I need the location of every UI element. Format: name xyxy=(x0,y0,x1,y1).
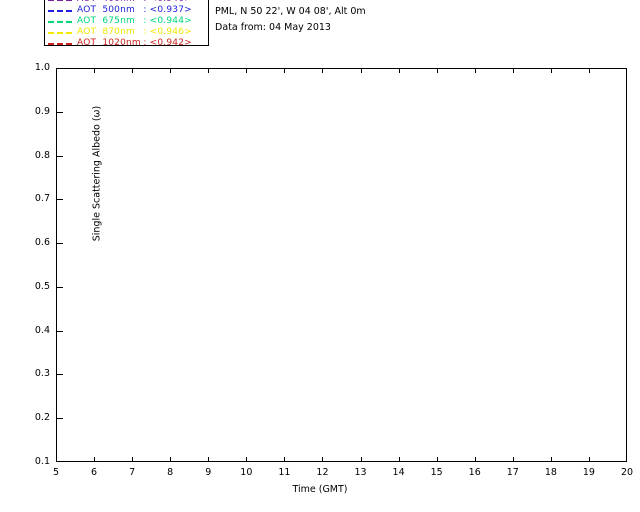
legend-line-swatch-500nm xyxy=(48,9,72,12)
plot-frame xyxy=(56,68,627,462)
x-tick xyxy=(284,457,286,462)
y-tick xyxy=(57,199,63,201)
x-tick-label: 10 xyxy=(240,467,253,478)
legend-line-swatch-1020nm xyxy=(48,42,72,45)
site-location-line: PML, N 50 22', W 04 08', Alt 0m xyxy=(215,6,366,17)
x-tick-top xyxy=(246,68,248,73)
legend-box: AOT 400nm: <0.946> AOT 500nm: <0.937> AO… xyxy=(44,0,209,49)
y-tick-label: 0.2 xyxy=(34,412,50,424)
x-tick-label: 15 xyxy=(430,467,443,478)
x-tick xyxy=(132,457,134,462)
legend-label-675nm: AOT 675nm: <0.944> xyxy=(77,16,192,26)
x-tick-label: 16 xyxy=(468,467,481,478)
legend-item: AOT 675nm: <0.944> xyxy=(48,16,208,27)
legend-label-500nm: AOT 500nm: <0.937> xyxy=(77,5,192,15)
y-tick-label: 1.0 xyxy=(34,62,50,73)
x-tick-top xyxy=(94,68,96,73)
x-axis-title: Time (GMT) xyxy=(292,484,348,495)
x-tick xyxy=(246,457,248,462)
y-tick xyxy=(57,286,63,288)
legend-label-1020nm: AOT 1020nm: <0.942> xyxy=(77,38,192,48)
y-tick-label: 0.9 xyxy=(34,105,50,117)
legend-item: AOT 500nm: <0.937> xyxy=(48,5,208,16)
x-tick xyxy=(322,457,324,462)
x-tick xyxy=(170,457,172,462)
x-tick-top xyxy=(550,68,552,73)
x-tick xyxy=(474,457,476,462)
data-date-line: Data from: 04 May 2013 xyxy=(215,22,331,33)
x-tick-label: 7 xyxy=(129,467,136,478)
x-tick-top xyxy=(398,68,400,73)
y-axis-title: Single Scattering Albedo (ω) xyxy=(91,105,103,242)
legend-item: AOT 400nm: <0.946> xyxy=(48,0,208,5)
x-tick-top xyxy=(474,68,476,73)
y-tick xyxy=(57,330,63,332)
legend-label-870nm: AOT 870nm: <0.946> xyxy=(77,27,192,37)
plot-header: PML, N 50 22', W 04 08', Alt 0m Data fro… xyxy=(215,4,366,36)
legend-line-swatch-400nm xyxy=(48,0,72,1)
x-tick-label: 18 xyxy=(544,467,557,478)
x-tick xyxy=(94,457,96,462)
x-tick-top xyxy=(512,68,514,73)
y-tick-label: 0.5 xyxy=(34,280,50,292)
x-tick-label: 12 xyxy=(316,467,329,478)
x-tick xyxy=(436,457,438,462)
legend-item: AOT 1020nm: <0.942> xyxy=(48,38,208,49)
y-tick-label: 0.1 xyxy=(34,456,50,467)
y-tick xyxy=(57,374,63,376)
x-tick-top xyxy=(208,68,210,73)
x-tick-top xyxy=(436,68,438,73)
x-tick xyxy=(512,457,514,462)
x-tick-label: 5 xyxy=(52,467,60,478)
y-tick xyxy=(57,111,63,113)
x-tick-label: 9 xyxy=(205,467,212,478)
y-tick xyxy=(57,418,63,420)
y-tick-label: 0.8 xyxy=(34,149,50,161)
legend-line-swatch-675nm xyxy=(48,20,72,23)
x-tick-label: 19 xyxy=(582,467,595,478)
x-tick xyxy=(398,457,400,462)
legend-line-swatch-870nm xyxy=(48,31,72,34)
y-tick-label: 0.4 xyxy=(34,324,50,336)
x-tick xyxy=(360,457,362,462)
x-tick-top xyxy=(360,68,362,73)
x-tick xyxy=(588,457,590,462)
x-tick-label: 13 xyxy=(354,467,367,478)
x-tick-label: 17 xyxy=(506,467,519,478)
x-tick xyxy=(208,457,210,462)
y-tick-label: 0.3 xyxy=(34,368,50,380)
x-tick-label: 6 xyxy=(91,467,98,478)
x-tick-top xyxy=(588,68,590,73)
legend-item: AOT 870nm: <0.946> xyxy=(48,27,208,38)
legend-label-400nm: AOT 400nm: <0.946> xyxy=(77,0,192,5)
y-tick-label: 0.7 xyxy=(34,193,50,205)
x-tick xyxy=(550,457,552,462)
x-tick-top xyxy=(322,68,324,73)
x-tick-label: 20 xyxy=(620,467,634,478)
y-tick xyxy=(57,243,63,245)
y-tick-label: 0.6 xyxy=(34,237,50,249)
x-tick-top xyxy=(132,68,134,73)
x-tick-label: 8 xyxy=(167,467,174,478)
x-tick-top xyxy=(170,68,172,73)
x-tick-top xyxy=(284,68,286,73)
y-tick xyxy=(57,155,63,157)
x-tick-label: 14 xyxy=(392,467,405,478)
x-tick-label: 11 xyxy=(278,467,291,478)
